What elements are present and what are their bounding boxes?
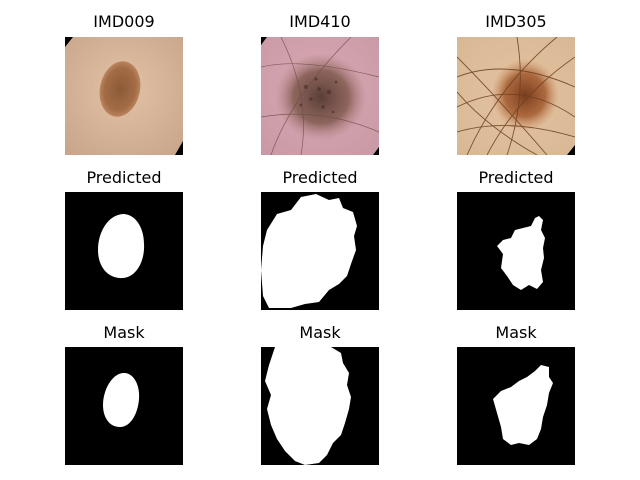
panel-title: Mask bbox=[495, 323, 537, 342]
panel-title: Predicted bbox=[86, 168, 162, 187]
panel-title: Mask bbox=[299, 323, 341, 342]
panel-title: Mask bbox=[103, 323, 145, 342]
ground-truth-mask-imd305 bbox=[457, 347, 575, 465]
panel-title: IMD410 bbox=[289, 12, 351, 31]
ground-truth-mask-imd410 bbox=[261, 347, 379, 465]
predicted-mask-imd305 bbox=[457, 192, 575, 310]
predicted-mask-imd009 bbox=[65, 192, 183, 310]
dermoscopy-image-imd305 bbox=[457, 37, 575, 155]
predicted-mask-imd410 bbox=[261, 192, 379, 310]
panel-title: IMD009 bbox=[93, 12, 155, 31]
panel-title: Predicted bbox=[478, 168, 554, 187]
ground-truth-mask-imd009 bbox=[65, 347, 183, 465]
dermoscopy-image-imd009 bbox=[65, 37, 183, 155]
panel-title: IMD305 bbox=[485, 12, 547, 31]
panel-title: Predicted bbox=[282, 168, 358, 187]
dermoscopy-image-imd410 bbox=[261, 37, 379, 155]
